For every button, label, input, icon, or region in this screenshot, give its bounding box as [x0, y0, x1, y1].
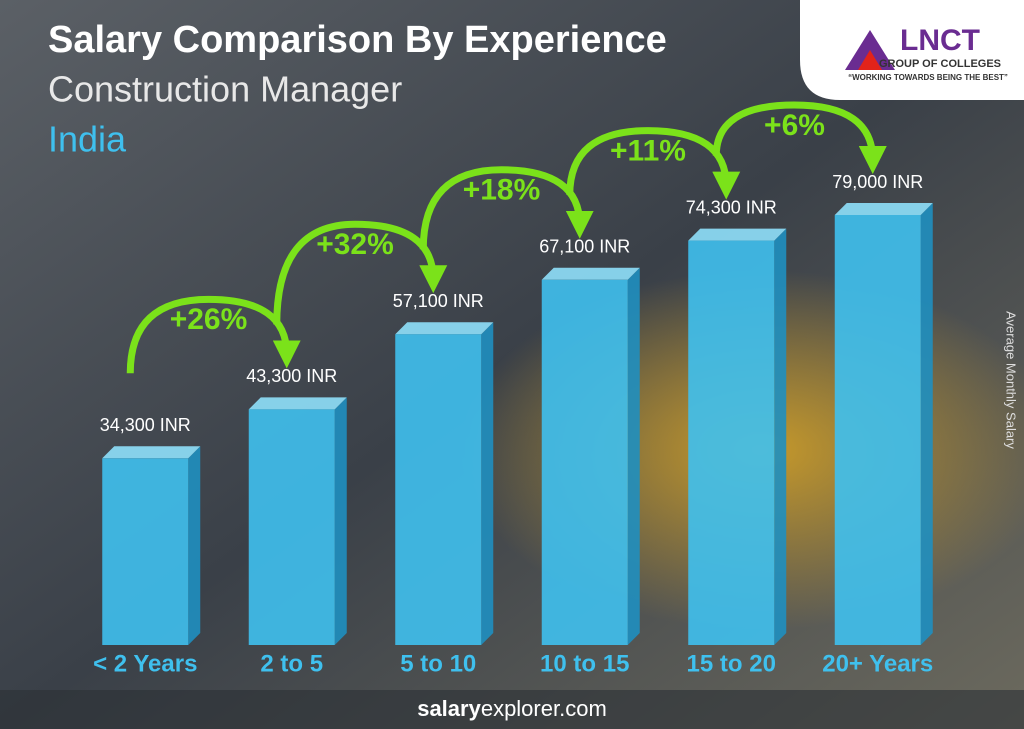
- x-tick-label: 2 to 5: [260, 650, 323, 677]
- x-tick-label: 10 to 15: [540, 650, 629, 677]
- change-label: +26%: [170, 303, 248, 336]
- logo: LNCT GROUP OF COLLEGES “WORKING TOWARDS …: [800, 0, 1024, 100]
- bar-top: [688, 228, 787, 241]
- footer-band: [0, 690, 1024, 729]
- value-label: 43,300 INR: [246, 366, 337, 386]
- bar: [248, 409, 335, 645]
- value-label: 67,100 INR: [539, 237, 630, 257]
- bar: [688, 240, 775, 645]
- chart-title: Salary Comparison By Experience: [48, 19, 667, 61]
- change-arrow: [126, 295, 301, 374]
- change-label: +11%: [610, 135, 686, 168]
- logo-icon: [858, 50, 882, 70]
- bar: [834, 215, 921, 645]
- footer-regular: explorer.com: [481, 696, 607, 721]
- bar-side: [920, 203, 933, 645]
- logo-line: GROUP OF COLLEGES: [879, 58, 1001, 70]
- change-label: +32%: [316, 228, 394, 261]
- change-arrow: [712, 101, 887, 174]
- y-axis-label: Average Monthly Salary: [1004, 311, 1019, 449]
- x-tick-label: < 2 Years: [93, 650, 197, 677]
- bar-top: [248, 397, 347, 410]
- chart-subtitle: Construction Manager: [48, 69, 402, 110]
- change-arrow: [566, 127, 741, 200]
- logo-box: [800, 0, 1024, 100]
- bar-side: [188, 446, 201, 645]
- bar: [102, 458, 189, 645]
- change-label: +18%: [463, 174, 541, 207]
- footer: salaryexplorer.com: [417, 696, 607, 721]
- bar-side: [334, 397, 347, 645]
- value-label: 79,000 INR: [832, 172, 923, 192]
- bar-side: [627, 267, 640, 645]
- logo-line: “WORKING TOWARDS BEING THE BEST”: [848, 73, 1008, 82]
- change-arrow: [419, 166, 594, 250]
- bar-side: [481, 322, 494, 645]
- location: India: [48, 119, 127, 160]
- value-label: 57,100 INR: [393, 291, 484, 311]
- change-label: +6%: [764, 109, 825, 142]
- x-tick-label: 5 to 10: [400, 650, 476, 677]
- bar: [541, 279, 628, 645]
- x-tick-label: 20+ Years: [822, 650, 933, 677]
- logo-name: LNCT: [900, 24, 980, 57]
- bar-top: [102, 446, 201, 459]
- x-tick-label: 15 to 20: [687, 650, 776, 677]
- footer-bold: salary: [417, 696, 481, 721]
- bar-side: [774, 228, 787, 645]
- bar: [395, 334, 482, 645]
- bar-top: [541, 267, 640, 280]
- bar-top: [834, 203, 933, 215]
- value-label: 74,300 INR: [686, 197, 777, 217]
- value-label: 34,300 INR: [100, 415, 191, 435]
- bar-top: [395, 322, 494, 335]
